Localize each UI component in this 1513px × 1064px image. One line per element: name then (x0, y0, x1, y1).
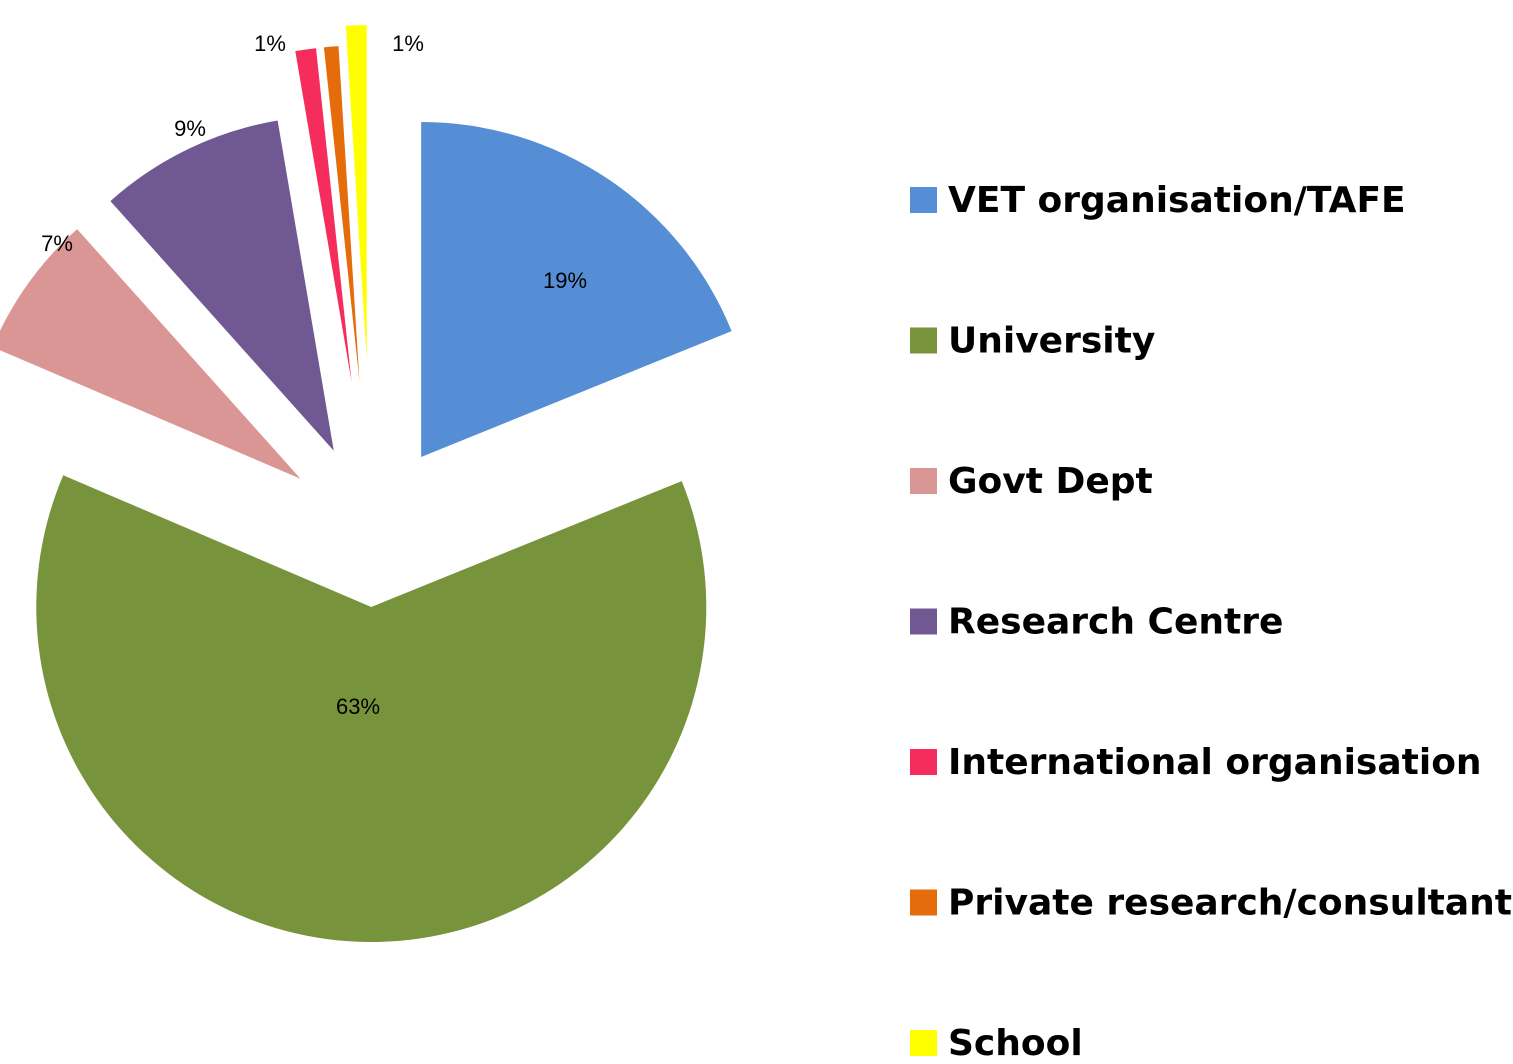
legend-label: University (948, 321, 1155, 362)
legend-label: Research Centre (948, 602, 1283, 643)
legend-swatch (910, 1030, 937, 1056)
value-label: 19% (543, 268, 587, 293)
legend-swatch (910, 187, 937, 213)
pie-slice (0, 229, 301, 479)
pie-slice (421, 122, 732, 458)
value-label: 1% (392, 31, 424, 56)
value-label: 63% (336, 694, 380, 719)
pie-slice (36, 475, 707, 942)
legend-swatch (910, 608, 937, 635)
value-label: 9% (174, 116, 206, 141)
legend-label: VET organisation/TAFE (948, 180, 1406, 221)
pie-slice (110, 120, 334, 451)
legend-label: Govt Dept (948, 461, 1153, 502)
legend-swatch (910, 889, 937, 916)
legend-swatch (910, 749, 937, 775)
pie-slice (345, 25, 367, 361)
pie-slice (323, 46, 360, 381)
legend-label: Private research/consultant (948, 883, 1512, 924)
legend-swatch (910, 468, 937, 494)
legend-swatch (910, 327, 937, 354)
value-label: 1% (254, 31, 286, 56)
legend-label: School (948, 1023, 1083, 1064)
pie-slice (295, 48, 352, 382)
legend-label: International organisation (948, 742, 1482, 783)
value-label: 7% (41, 231, 73, 256)
